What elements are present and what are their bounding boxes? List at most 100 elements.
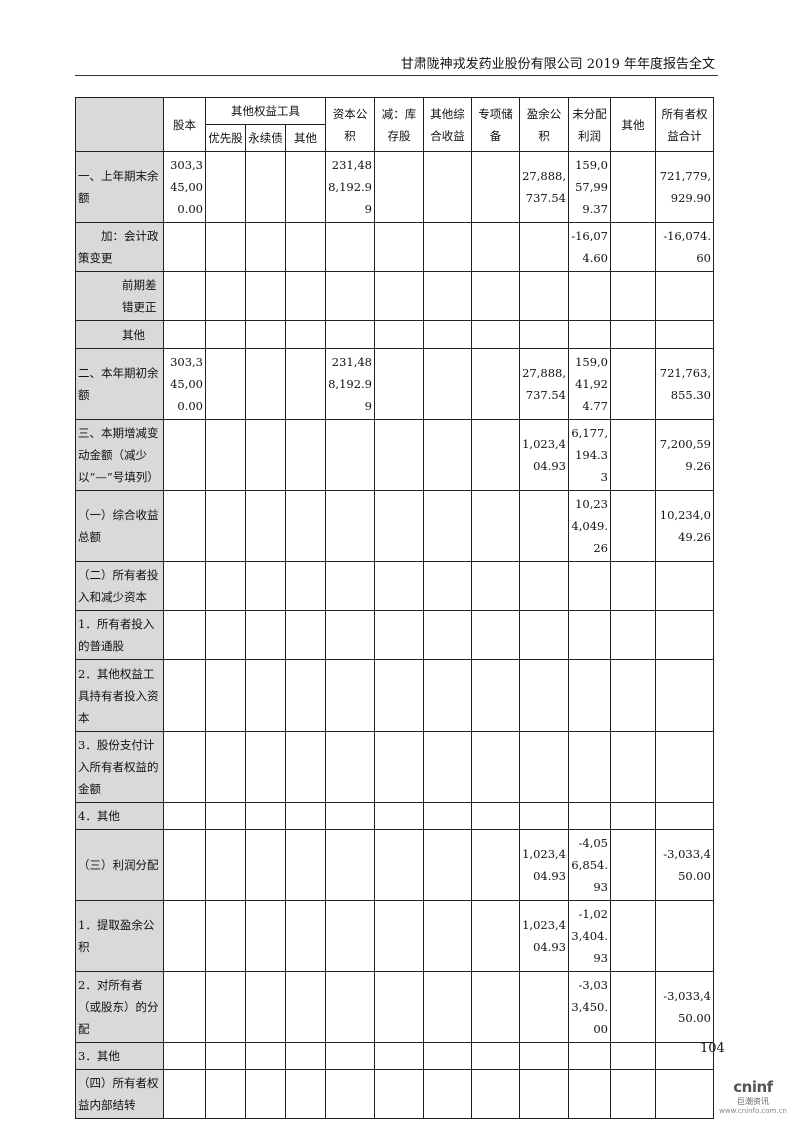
- table-cell: [519, 490, 569, 562]
- equity-changes-table: 股本 其他权益工具 资本公积 减：库存股 其他综合收益 专项储备 盈余公积 未分…: [75, 97, 714, 1119]
- row-label: 4．其他: [75, 802, 164, 830]
- table-row: 2．其他权益工具持有者投入资本: [75, 659, 714, 732]
- table-cell: [285, 971, 326, 1043]
- header-corner: [75, 97, 164, 152]
- table-cell: -16,074.60: [568, 222, 611, 272]
- table-cell: [655, 900, 714, 972]
- table-cell: [471, 320, 520, 349]
- table-cell: [471, 348, 520, 420]
- table-cell: [163, 731, 206, 803]
- table-cell: -3,033,450.00: [568, 971, 611, 1043]
- table-cell: [471, 610, 520, 660]
- table-cell: 159,057,999.37: [568, 151, 611, 223]
- table-cell: [471, 900, 520, 972]
- table-cell: 159,041,924.77: [568, 348, 611, 420]
- col-other-tool: 其他: [285, 124, 326, 152]
- col-perpetual: 永续债: [245, 124, 286, 152]
- table-cell: [519, 271, 569, 321]
- table-cell: [374, 222, 424, 272]
- table-cell: 231,488,192.99: [325, 348, 375, 420]
- table-cell: [163, 561, 206, 611]
- table-cell: 7,200,599.26: [655, 419, 714, 491]
- table-cell: [325, 659, 375, 732]
- table-cell: [374, 1042, 424, 1070]
- table-cell: 303,345,000.00: [163, 151, 206, 223]
- table-cell: 10,234,049.26: [655, 490, 714, 562]
- col-preferred: 优先股: [205, 124, 246, 152]
- table-cell: [423, 829, 472, 901]
- table-cell: [374, 320, 424, 349]
- table-cell: [655, 1069, 714, 1119]
- col-other: 其他: [610, 97, 656, 152]
- table-row: （二）所有者投入和减少资本: [75, 561, 714, 611]
- table-cell: [374, 900, 424, 972]
- row-label: 2．其他权益工具持有者投入资本: [75, 659, 164, 732]
- table-cell: [374, 971, 424, 1043]
- table-cell: 1,023,404.93: [519, 829, 569, 901]
- table-cell: [205, 348, 246, 420]
- table-cell: [610, 900, 656, 972]
- table-row: （三）利润分配 1,023,404.93 -4,056,854.93 -3,033,4…: [75, 829, 714, 901]
- row-label: 1．所有者投入的普通股: [75, 610, 164, 660]
- table-cell: [519, 731, 569, 803]
- table-row: 1．所有者投入的普通股: [75, 610, 714, 660]
- table-row: 3．其他: [75, 1042, 714, 1070]
- table-row: （一）综合收益总额 10,234,049.26 10,234,049.26: [75, 490, 714, 562]
- table-cell: [374, 561, 424, 611]
- page-number: 104: [700, 1041, 725, 1056]
- table-row: 1．提取盈余公积 1,023,404.93 -1,023,404.93: [75, 900, 714, 972]
- table-cell: [205, 659, 246, 732]
- table-cell: [423, 659, 472, 732]
- table-cell: -4,056,854.93: [568, 829, 611, 901]
- table-cell: [610, 490, 656, 562]
- table-cell: [655, 731, 714, 803]
- table-cell: [423, 802, 472, 830]
- table-cell: [374, 829, 424, 901]
- table-cell: [285, 610, 326, 660]
- col-share-capital: 股本: [163, 97, 206, 152]
- table-cell: [325, 900, 375, 972]
- col-retained-earnings: 未分配利润: [568, 97, 611, 152]
- table-cell: [325, 222, 375, 272]
- row-label: 前期差错更正: [75, 271, 164, 321]
- table-cell: [285, 1069, 326, 1119]
- table-cell: [205, 419, 246, 491]
- table-cell: [163, 419, 206, 491]
- row-label: 一、上年期末余额: [75, 151, 164, 223]
- table-cell: [471, 419, 520, 491]
- table-cell: [285, 829, 326, 901]
- table-cell: -3,033,450.00: [655, 971, 714, 1043]
- table-cell: [610, 1069, 656, 1119]
- table-cell: [423, 971, 472, 1043]
- table-cell: [568, 1042, 611, 1070]
- logo-url: www.cninfo.com.cn: [719, 1107, 787, 1115]
- table-cell: [374, 1069, 424, 1119]
- table-row: 二、本年期初余额 303,345,000.00 231,488,192.99 27,8…: [75, 348, 714, 420]
- table-cell: [568, 659, 611, 732]
- table-cell: 303,345,000.00: [163, 348, 206, 420]
- row-label: 二、本年期初余额: [75, 348, 164, 420]
- table-cell: [285, 561, 326, 611]
- table-cell: [285, 271, 326, 321]
- table-cell: [519, 610, 569, 660]
- table-cell: [285, 151, 326, 223]
- row-label: 加：会计政策变更: [75, 222, 164, 272]
- header-divider: [75, 75, 718, 76]
- table-cell: [471, 151, 520, 223]
- table-cell: 6,177,194.33: [568, 419, 611, 491]
- table-cell: [610, 561, 656, 611]
- table-cell: [245, 1069, 286, 1119]
- table-cell: [423, 419, 472, 491]
- table-cell: 27,888,737.54: [519, 348, 569, 420]
- table-cell: [163, 610, 206, 660]
- table-cell: [325, 971, 375, 1043]
- logo-brand: cninf: [733, 1078, 773, 1096]
- table-cell: [519, 659, 569, 732]
- table-cell: [423, 348, 472, 420]
- row-label: 1．提取盈余公积: [75, 900, 164, 972]
- table-cell: [163, 222, 206, 272]
- table-cell: [325, 610, 375, 660]
- table-cell: [423, 561, 472, 611]
- table-cell: [610, 271, 656, 321]
- table-cell: [205, 971, 246, 1043]
